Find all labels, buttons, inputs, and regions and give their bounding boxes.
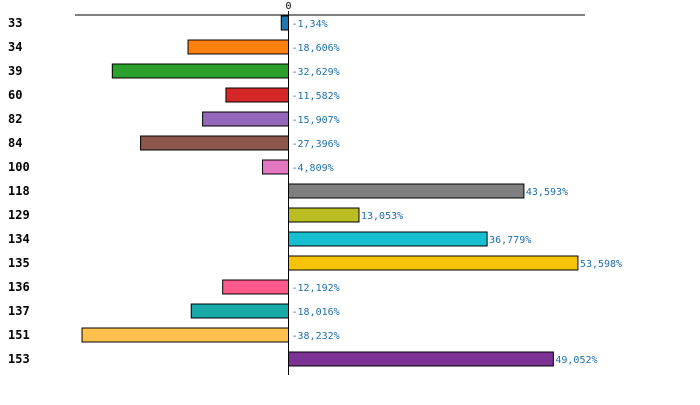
category-label-134: 134 bbox=[8, 232, 30, 246]
value-labels-group: -1,34% -18,606% -32,629% -11,582% -15,907% -2… bbox=[292, 19, 623, 366]
category-label-84: 84 bbox=[8, 136, 22, 150]
value-label-151: -38,232% bbox=[292, 331, 340, 342]
bar-60 bbox=[225, 87, 289, 103]
zero-tick-label: 0 bbox=[285, 1, 291, 12]
bar-134 bbox=[288, 231, 488, 247]
category-label-33: 33 bbox=[8, 16, 22, 30]
bars-group bbox=[81, 15, 579, 367]
value-label-33: -1,34% bbox=[292, 19, 328, 30]
bar-151 bbox=[81, 327, 290, 343]
value-label-60: -11,582% bbox=[292, 91, 340, 102]
bar-137 bbox=[190, 303, 289, 319]
value-label-84: -27,396% bbox=[292, 139, 340, 150]
bar-135 bbox=[288, 255, 579, 271]
value-label-136: -12,192% bbox=[292, 283, 340, 294]
bar-100 bbox=[262, 159, 290, 175]
category-label-118: 118 bbox=[8, 184, 30, 198]
bar-84 bbox=[140, 135, 289, 151]
bar-129 bbox=[288, 207, 360, 223]
value-label-134: 36,779% bbox=[489, 235, 531, 246]
category-labels-group: 33 34 39 60 82 84 100 118 129 134 135 136 137 151 153 bbox=[8, 16, 30, 366]
category-label-136: 136 bbox=[8, 280, 30, 294]
category-label-82: 82 bbox=[8, 112, 22, 126]
category-label-135: 135 bbox=[8, 256, 30, 270]
category-label-151: 151 bbox=[8, 328, 30, 342]
value-label-100: -4,809% bbox=[292, 163, 334, 174]
category-label-137: 137 bbox=[8, 304, 30, 318]
category-label-39: 39 bbox=[8, 64, 22, 78]
bar-82 bbox=[202, 111, 289, 127]
bar-34 bbox=[187, 39, 289, 55]
category-label-34: 34 bbox=[8, 40, 22, 54]
value-label-39: -32,629% bbox=[292, 67, 340, 78]
value-label-129: 13,053% bbox=[361, 211, 403, 222]
category-label-153: 153 bbox=[8, 352, 30, 366]
value-label-135: 53,598% bbox=[580, 259, 622, 270]
value-label-118: 43,593% bbox=[526, 187, 568, 198]
bar-118 bbox=[288, 183, 525, 199]
bar-39 bbox=[111, 63, 289, 79]
bar-136 bbox=[222, 279, 289, 295]
value-label-153: 49,052% bbox=[555, 355, 597, 366]
value-label-82: -15,907% bbox=[292, 115, 340, 126]
category-label-129: 129 bbox=[8, 208, 30, 222]
bar-153 bbox=[288, 351, 554, 367]
category-label-60: 60 bbox=[8, 88, 22, 102]
category-label-100: 100 bbox=[8, 160, 30, 174]
value-label-137: -18,016% bbox=[292, 307, 340, 318]
value-label-34: -18,606% bbox=[292, 43, 340, 54]
bar-33 bbox=[280, 15, 290, 31]
